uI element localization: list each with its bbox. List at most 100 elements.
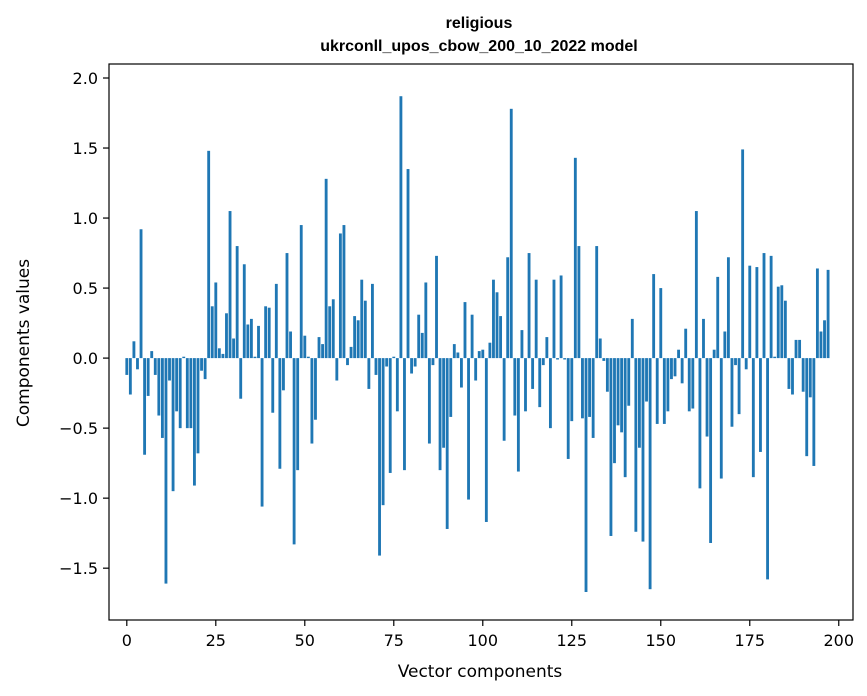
bar (417, 314, 421, 359)
bar (445, 358, 449, 529)
bar (217, 348, 221, 359)
x-tick-label: 25 (206, 631, 226, 650)
bar (452, 344, 456, 359)
bar (178, 358, 182, 429)
bar (687, 358, 691, 412)
bar (338, 233, 342, 359)
bar (210, 306, 214, 359)
bar (726, 257, 730, 359)
bar (303, 335, 307, 359)
bar (545, 337, 549, 359)
y-tick-label: 1.5 (73, 139, 98, 158)
bar (460, 358, 463, 388)
bar (420, 332, 424, 359)
bar (346, 358, 349, 366)
bar (395, 358, 399, 412)
bar-series (125, 96, 830, 592)
bar (616, 358, 620, 426)
bar (467, 358, 470, 500)
y-tick-label: −0.5 (59, 419, 98, 438)
bar (581, 358, 584, 419)
bar (623, 358, 627, 478)
x-tick-label: 100 (468, 631, 499, 650)
y-tick-label: −1.5 (59, 559, 98, 578)
bar (228, 211, 232, 359)
bar (403, 358, 406, 471)
bar (719, 358, 723, 479)
bar (160, 358, 164, 438)
bar (570, 358, 574, 422)
plot-frame (108, 63, 854, 621)
chart-title: religious (446, 15, 513, 32)
bar (773, 356, 777, 359)
bar (399, 96, 403, 359)
bar (791, 358, 794, 395)
bar (136, 358, 139, 370)
bar (819, 331, 823, 359)
bar (506, 257, 510, 359)
bar (282, 358, 285, 391)
bar (171, 358, 175, 492)
bar (645, 358, 648, 402)
bar (157, 358, 161, 416)
bar (513, 358, 517, 416)
bar (164, 358, 168, 584)
bar (759, 358, 762, 452)
bar (200, 358, 203, 371)
bar (716, 276, 720, 359)
bar (520, 330, 524, 359)
bar (168, 358, 171, 381)
bar (595, 246, 599, 359)
bar (659, 288, 663, 359)
bar (648, 358, 652, 590)
bar (271, 358, 275, 413)
bar (559, 275, 563, 359)
bar (185, 358, 189, 429)
bar (424, 282, 428, 359)
bar (488, 342, 492, 359)
bar (214, 282, 218, 359)
bar (331, 299, 335, 359)
y-tick-label: 0.5 (73, 279, 98, 298)
bar (744, 358, 748, 370)
bar (684, 328, 688, 359)
bar (292, 358, 296, 545)
bar (296, 358, 300, 471)
bar (527, 253, 531, 359)
x-axis-label: Vector components (398, 662, 563, 682)
bar (630, 318, 634, 359)
bar (367, 358, 371, 389)
bar (776, 286, 780, 359)
bar (225, 313, 228, 359)
bar (620, 358, 624, 433)
bar (641, 358, 645, 542)
bar (371, 283, 374, 359)
bar (289, 331, 292, 359)
bar (249, 318, 253, 359)
bar (666, 358, 670, 412)
bar (246, 324, 250, 359)
bar (705, 358, 709, 437)
bar (652, 274, 656, 359)
bar (207, 150, 211, 359)
y-axis-ticks: −1.5 −1.0 −0.5 0.0 0.5 1.0 1.5 2.0 (59, 69, 109, 578)
bar (655, 358, 659, 424)
bar (741, 149, 745, 359)
bar (189, 358, 193, 429)
bar (239, 358, 243, 399)
bar (150, 351, 154, 359)
bar (378, 358, 381, 556)
bar (637, 358, 641, 448)
bar (762, 253, 766, 359)
bar (139, 229, 143, 359)
bar (203, 358, 207, 380)
bar (413, 358, 417, 367)
bar (812, 358, 816, 466)
bar (709, 358, 713, 543)
bar (463, 302, 467, 359)
bar (598, 338, 602, 359)
bar (431, 358, 435, 366)
bar (734, 358, 737, 366)
x-tick-label: 175 (734, 631, 765, 650)
